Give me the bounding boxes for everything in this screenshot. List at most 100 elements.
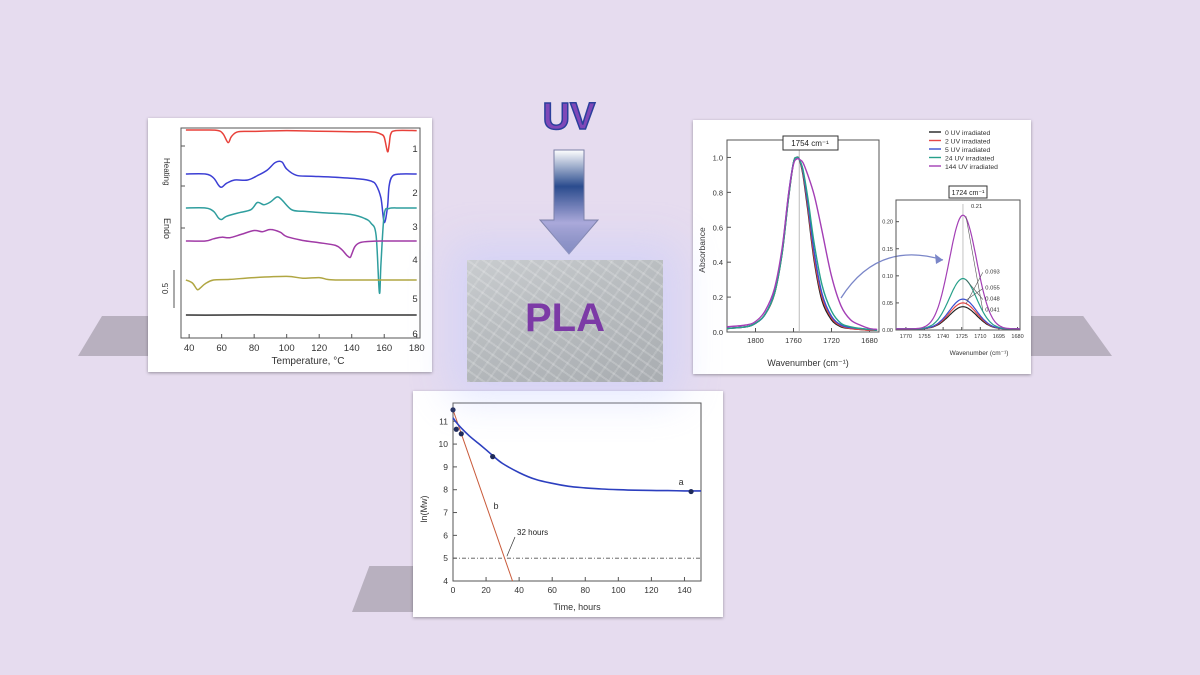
dsc-curve-label: 6 (412, 329, 417, 340)
ftir-inset-x-tick-label: 1740 (937, 334, 949, 340)
dsc-plot-frame (180, 127, 421, 339)
ftir-inset-xlabel: Wavenumber (cm⁻¹) (950, 350, 1009, 357)
ftir-y-tick-label: 1.0 (713, 153, 723, 162)
mw-y-tick-label: 6 (443, 530, 448, 540)
mw-data-point (688, 488, 694, 495)
mw-y-tick-label: 9 (443, 462, 448, 472)
ftir-x-tick-label: 1760 (785, 336, 802, 345)
ftir-y-tick-label: 0.0 (713, 328, 723, 337)
mw-plot-frame (452, 402, 702, 582)
ftir-zoom-arrow (840, 254, 944, 299)
mw-x-tick-label: 0 (451, 585, 456, 595)
ftir-ylabel: Absorbance (697, 227, 707, 273)
mw-x-tick-label: 100 (611, 585, 625, 595)
ftir-chart-panel: 0.0 0.2 0.4 0.6 0.8 1.0 1800 1760 1720 1680 0.00 0.… (693, 120, 1031, 374)
dsc-chart-panel: 40 60 80 100 120 140 160 180 1 2 3 4 5 6 Endo Heating… (148, 118, 432, 372)
ftir-inset-peak-value: 0.093 (985, 269, 1000, 275)
ftir-legend-label: 144 UV irradiated (945, 164, 998, 171)
dsc-x-tick-label: 40 (184, 343, 195, 354)
ftir-y-tick-label: 0.8 (713, 188, 723, 197)
mw-chart: 4 5 6 7 8 9 10 11 0 20 40 60 80 100 120 140 a b ln(Mw) Ti… (419, 402, 702, 612)
uv-label: UV (542, 95, 596, 139)
ftir-inset-series-line (896, 302, 1020, 330)
ftir-series-line (726, 156, 878, 331)
dsc-x-tick-label: 140 (344, 343, 360, 354)
mw-y-tick-label: 7 (443, 508, 448, 518)
mw-data-point (450, 407, 456, 413)
mw-series-a-label: a (679, 477, 684, 487)
mw-x-tick-label: 60 (547, 585, 557, 595)
dsc-x-tick-label: 80 (249, 343, 260, 354)
ftir-legend-label: 5 UV irradiated (945, 147, 991, 154)
mw-y-tick-label: 4 (443, 576, 448, 586)
ftir-inset-x-tick-label: 1680 (1011, 334, 1023, 340)
mw-x-tick-label: 140 (677, 585, 691, 595)
dsc-x-tick-label: 100 (279, 343, 295, 354)
dsc-x-tick-label: 120 (311, 343, 327, 354)
ftir-x-tick-label: 1680 (861, 336, 878, 345)
mw-x-tick-label: 20 (481, 585, 491, 595)
mw-y-tick-label: 5 (443, 553, 448, 563)
mw-annotation-pointer (506, 536, 516, 557)
ftir-inset-peak-value: 0.21 (971, 204, 982, 210)
mw-data-point (453, 426, 459, 432)
mw-series-b-line (452, 409, 513, 582)
ftir-inset-value-pointer (965, 288, 983, 301)
dsc-series-line (185, 275, 417, 291)
dsc-series-line (185, 129, 417, 153)
ftir-x-tick-label: 1720 (823, 336, 840, 345)
dsc-ylabel: Endo (162, 218, 172, 239)
dsc-chart: 40 60 80 100 120 140 160 180 1 2 3 4 5 6 Endo Heating… (161, 127, 425, 367)
ftir-inset-frame (895, 199, 1021, 331)
ftir-inset-peak-value: 0.041 (985, 307, 1000, 313)
mw-series-b-label: b (493, 501, 498, 511)
dsc-x-tick-label: 160 (376, 343, 392, 354)
mw-y-tick-label: 8 (443, 485, 448, 495)
dsc-series-line (185, 228, 417, 259)
mw-series-a-line (452, 417, 701, 492)
ftir-y-tick-label: 0.2 (713, 293, 723, 302)
mw-x-tick-label: 80 (581, 585, 591, 595)
ftir-inset-peak-label: 1724 cm⁻¹ (952, 190, 986, 197)
ftir-legend-label: 2 UV irradiated (945, 139, 991, 146)
ftir-inset-peak-value: 0.055 (985, 286, 1000, 292)
dsc-ylabel-top: Heating (162, 158, 171, 186)
ftir-peak-label-box (782, 135, 839, 151)
ftir-inset-y-tick-label: 0.00 (882, 328, 893, 334)
panel-shadow-bottom (352, 566, 414, 612)
ftir-xlabel: Wavenumber (cm⁻¹) (767, 358, 848, 368)
ftir-inset-x-tick-label: 1710 (974, 334, 986, 340)
mw-y-tick-label: 11 (439, 416, 448, 426)
ftir-inset-y-tick-label: 0.05 (882, 301, 893, 307)
ftir-series-line (726, 156, 878, 331)
ftir-inset-y-tick-label: 0.20 (882, 220, 893, 226)
dsc-series-line (185, 196, 417, 295)
mw-annotation: 32 hours (517, 528, 548, 537)
ftir-inset-x-tick-label: 1755 (918, 334, 930, 340)
down-arrow-icon (538, 149, 600, 255)
mw-data-point (458, 431, 464, 437)
ftir-inset-series-line (896, 298, 1020, 330)
dsc-x-tick-label: 180 (409, 343, 425, 354)
ftir-series-line (726, 156, 878, 332)
dsc-curve-label: 2 (412, 188, 417, 199)
dsc-curve-label: 3 (412, 222, 417, 233)
ftir-inset-peak-value: 0.048 (985, 297, 1000, 303)
ftir-legend-label: 24 UV irradiated (945, 156, 994, 163)
ftir-inset-x-tick-label: 1770 (900, 334, 912, 340)
ftir-inset-x-tick-label: 1695 (993, 334, 1005, 340)
mw-ylabel: ln(Mw) (419, 496, 429, 523)
ftir-inset-value-pointer (965, 216, 984, 311)
ftir-inset-y-tick-label: 0.10 (882, 274, 893, 280)
mw-xlabel: Time, hours (553, 602, 601, 612)
ftir-zoom-arrowhead (935, 254, 943, 264)
ftir-inset-series-line (896, 277, 1020, 330)
mw-y-tick-label: 10 (439, 439, 449, 449)
ftir-y-tick-label: 0.4 (713, 258, 723, 267)
pla-label: PLA (525, 296, 605, 340)
dsc-xlabel: Temperature, °C (272, 356, 345, 367)
ftir-x-tick-label: 1800 (747, 336, 764, 345)
ftir-peak-label: 1754 cm⁻¹ (791, 139, 829, 148)
ftir-y-tick-label: 0.6 (713, 223, 723, 232)
pla-texture (467, 260, 663, 382)
